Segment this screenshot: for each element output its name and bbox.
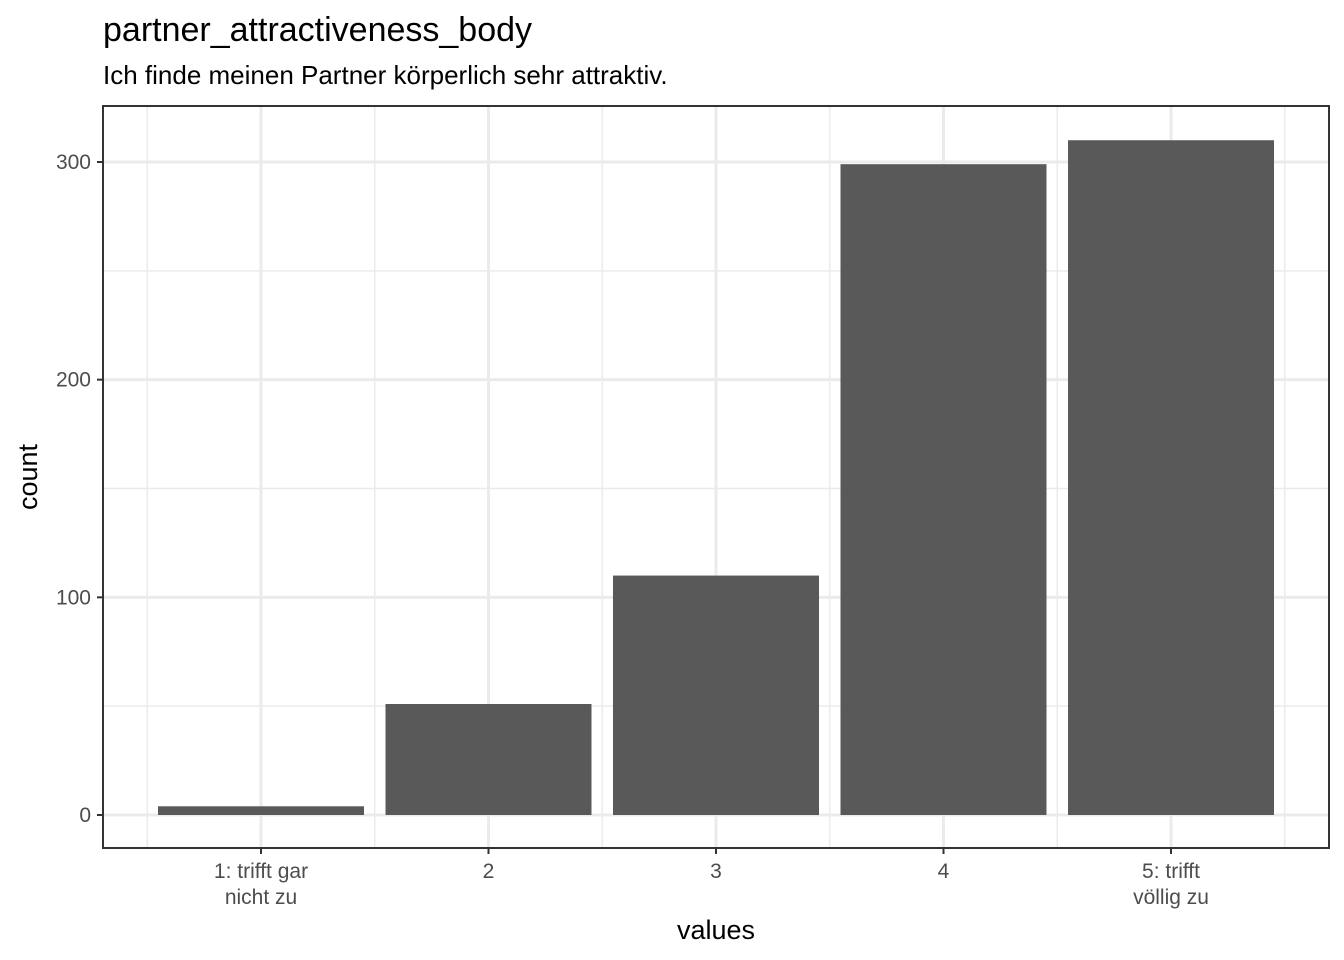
bar — [158, 806, 364, 815]
x-tick-label: 5: trifft völlig zu — [1133, 860, 1209, 909]
x-tick-label: 2 — [483, 860, 495, 883]
bar — [1068, 140, 1274, 815]
bar — [385, 703, 592, 815]
chart-subtitle: Ich finde meinen Partner körperlich sehr… — [103, 60, 668, 90]
y-tick-label: 200 — [56, 369, 91, 392]
chart-title: partner_attractiveness_body — [103, 11, 532, 49]
y-tick-label: 100 — [56, 586, 91, 609]
x-tick-label: 3 — [710, 860, 722, 883]
y-tick-label: 0 — [79, 804, 91, 827]
bar — [613, 575, 819, 815]
y-tick-label: 300 — [56, 151, 91, 174]
bar — [840, 164, 1047, 816]
x-tick-label: 1: trifft gar nicht zu — [214, 860, 308, 909]
x-axis-title: values — [677, 915, 755, 945]
x-tick-label: 4 — [938, 860, 950, 883]
bars — [158, 140, 1274, 816]
y-axis-title: count — [13, 443, 43, 510]
axes: 0 100 200 300 1: trifft gar nicht zu 2 3 4 5: tri… — [56, 151, 1209, 909]
